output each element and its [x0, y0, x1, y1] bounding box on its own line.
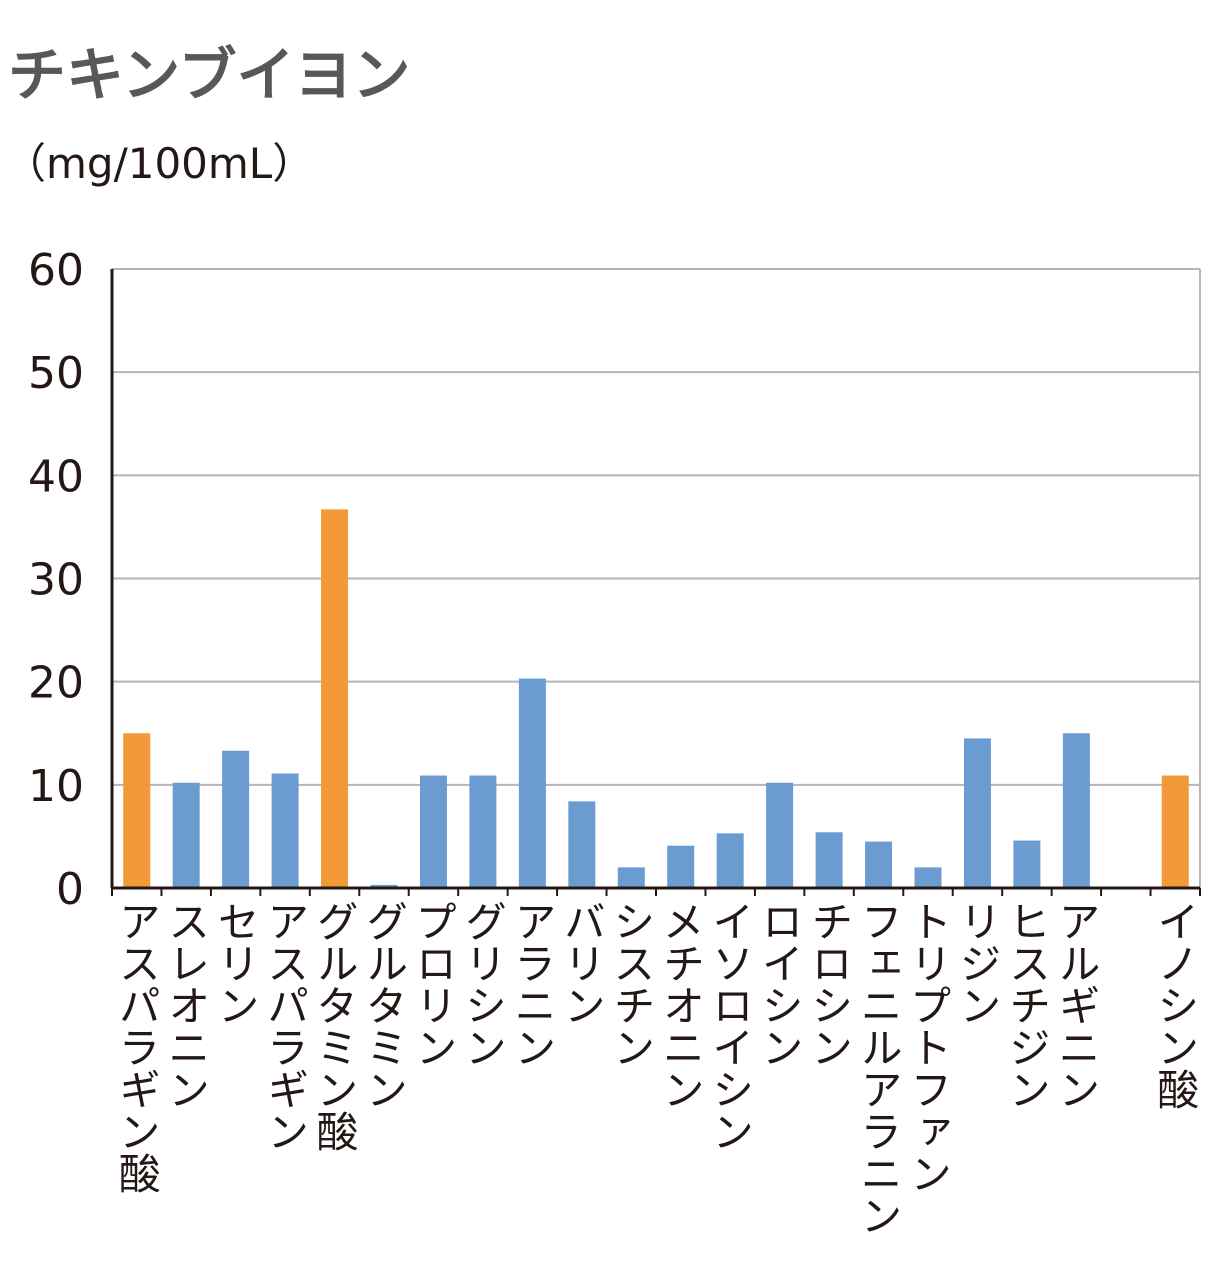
x-tick-label: リジン — [953, 900, 1002, 1026]
x-tick-label: フェニルアラニン — [854, 900, 903, 1236]
x-tick-label: メチオニン — [656, 900, 705, 1110]
bar — [370, 884, 398, 888]
x-tick-label: セリン — [211, 900, 260, 1026]
x-tick-label: トリプトファン — [904, 900, 953, 1194]
x-tick-label: スレオニン — [162, 900, 211, 1110]
bar — [815, 832, 843, 888]
bar — [123, 733, 151, 888]
bar — [963, 738, 991, 888]
x-tick-label: グルタミン — [360, 900, 409, 1110]
y-tick-label: 0 — [56, 864, 84, 915]
bar — [716, 833, 744, 888]
x-tick-label: イノシン酸 — [1151, 900, 1200, 1110]
y-tick-label: 30 — [28, 555, 84, 606]
x-tick-label: シスチン — [607, 900, 656, 1068]
bar — [1161, 775, 1189, 888]
x-tick-label: ロイシン — [755, 900, 804, 1068]
x-tick-label: グリシン — [458, 900, 507, 1068]
x-tick-label: グルタミン酸 — [310, 900, 359, 1152]
bar — [419, 775, 447, 888]
bar — [518, 678, 546, 888]
bar — [172, 782, 200, 888]
bar — [271, 773, 299, 888]
y-tick-label: 40 — [28, 451, 84, 502]
chart-title: チキンブイヨン — [8, 41, 411, 109]
x-tick-label: チロシン — [805, 900, 854, 1068]
bar — [766, 782, 794, 888]
bar — [865, 841, 893, 888]
x-tick-label: アルギニン — [1052, 900, 1101, 1110]
bar — [914, 867, 942, 888]
bar — [1013, 840, 1041, 888]
y-tick-label: 50 — [28, 348, 84, 399]
x-tick-label: プロリン — [409, 900, 458, 1068]
x-tick-label: アスパラギン — [261, 900, 310, 1152]
x-tick-label: イソロイシン — [706, 900, 755, 1152]
bar — [222, 750, 250, 888]
bar — [568, 801, 596, 888]
y-tick-label: 60 — [28, 245, 84, 296]
x-tick-label: バリン — [557, 900, 606, 1026]
bar — [617, 867, 645, 888]
x-tick-label: ヒスチジン — [1002, 900, 1051, 1110]
bar — [667, 845, 695, 888]
bar — [469, 775, 497, 888]
y-tick-label: 10 — [28, 761, 84, 812]
chart-subtitle: （mg/100mL） — [4, 139, 314, 188]
y-tick-label: 20 — [28, 658, 84, 709]
bar — [1062, 733, 1090, 888]
x-tick-label: アラニン — [508, 900, 557, 1068]
x-tick-label: アスパラギン酸 — [112, 900, 161, 1194]
bar — [321, 509, 349, 888]
